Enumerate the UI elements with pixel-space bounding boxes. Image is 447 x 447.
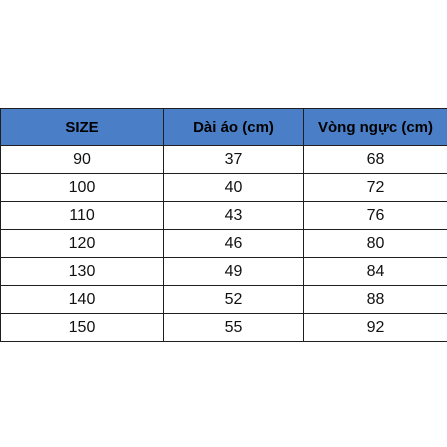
table-row: 140 52 88 [0,285,447,314]
cell-shirt-length: 43 [163,201,304,230]
table-row: 130 49 84 [0,257,447,286]
cell-chest: 88 [303,285,447,314]
cell-size: 120 [0,229,164,258]
cell-shirt-length: 52 [163,285,304,314]
cell-chest: 80 [303,229,447,258]
header-row: SIZE Dài áo (cm) Vòng ngực (cm) [0,108,447,146]
header-size: SIZE [0,108,164,146]
cell-size: 140 [0,285,164,314]
table-row: 90 37 68 [0,145,447,174]
table-row: 110 43 76 [0,201,447,230]
cell-chest: 92 [303,313,447,342]
cell-shirt-length: 46 [163,229,304,258]
cell-chest: 72 [303,173,447,202]
cell-shirt-length: 49 [163,257,304,286]
cell-chest: 68 [303,145,447,174]
table-row: 150 55 92 [0,313,447,342]
cell-shirt-length: 55 [163,313,304,342]
table-row: 100 40 72 [0,173,447,202]
cell-size: 150 [0,313,164,342]
cell-size: 90 [0,145,164,174]
cell-chest: 76 [303,201,447,230]
table-row: 120 46 80 [0,229,447,258]
cell-shirt-length: 40 [163,173,304,202]
cell-size: 110 [0,201,164,230]
header-chest: Vòng ngực (cm) [303,108,447,146]
header-shirt-length: Dài áo (cm) [163,108,304,146]
cell-shirt-length: 37 [163,145,304,174]
cell-chest: 84 [303,257,447,286]
cell-size: 100 [0,173,164,202]
size-chart-table: SIZE Dài áo (cm) Vòng ngực (cm) 90 37 68… [0,108,447,342]
cell-size: 130 [0,257,164,286]
